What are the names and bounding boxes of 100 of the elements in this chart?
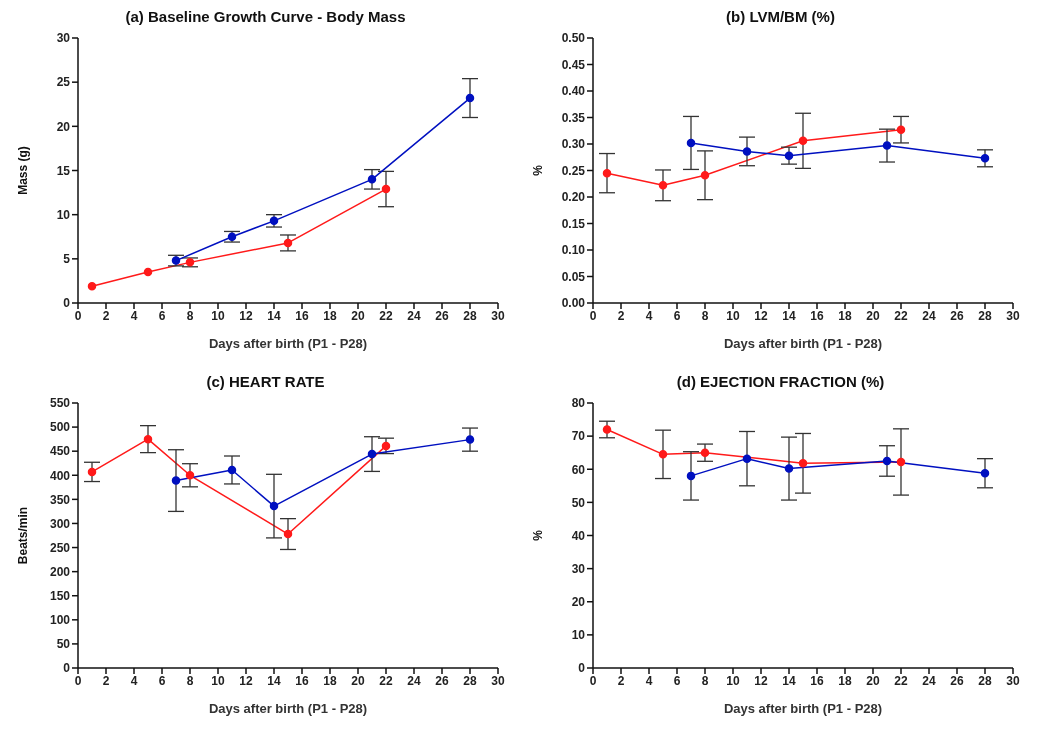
- x-tick-label: 8: [701, 673, 709, 688]
- y-tick-label: 350: [49, 492, 71, 507]
- point: [87, 467, 97, 477]
- x-tick-label: 0: [74, 673, 82, 688]
- point: [798, 136, 808, 146]
- y-axis-title: %: [531, 164, 546, 176]
- y-tick-label: 0.05: [561, 269, 586, 284]
- x-tick-label: 20: [866, 673, 880, 688]
- x-axis-title: Days after birth (P1 - P28): [723, 701, 883, 716]
- point: [658, 181, 668, 190]
- chart-title: (d) EJECTION FRACTION (%): [675, 373, 886, 392]
- y-tick-label: 150: [49, 588, 71, 603]
- point: [171, 256, 181, 265]
- point: [700, 171, 710, 180]
- x-tick-label: 6: [158, 673, 166, 688]
- x-tick-label: 4: [645, 308, 653, 323]
- y-tick-label: 0.40: [561, 84, 586, 99]
- x-tick-label: 12: [239, 673, 253, 688]
- y-tick-label: 100: [49, 613, 71, 628]
- x-tick-label: 26: [950, 673, 964, 688]
- x-tick-label: 22: [894, 308, 908, 323]
- y-tick-label: 0.45: [561, 57, 586, 72]
- x-tick-label: 6: [158, 308, 166, 323]
- x-tick-label: 10: [211, 308, 225, 323]
- point: [896, 125, 906, 134]
- y-tick-label: 5: [63, 252, 71, 267]
- point: [227, 465, 237, 475]
- x-tick-label: 8: [186, 308, 194, 323]
- x-tick-label: 10: [726, 308, 740, 323]
- chart-title: (c) HEART RATE: [205, 373, 326, 392]
- y-tick-label: 0.30: [561, 137, 586, 152]
- x-tick-label: 2: [102, 673, 110, 688]
- x-axis-title: Days after birth (P1 - P28): [208, 336, 368, 351]
- x-tick-label: 22: [379, 308, 393, 323]
- y-tick-label: 0.00: [561, 296, 586, 311]
- x-tick-label: 22: [379, 673, 393, 688]
- y-axis-title: Beats/min: [16, 506, 31, 565]
- x-tick-label: 18: [838, 308, 852, 323]
- x-tick-label: 18: [323, 308, 337, 323]
- x-tick-label: 30: [491, 673, 505, 688]
- x-tick-label: 10: [211, 673, 225, 688]
- chart-title: (b) LVM/BM (%): [725, 8, 836, 27]
- y-tick-label: 0.20: [561, 190, 586, 205]
- y-tick-label: 30: [571, 561, 586, 576]
- x-tick-label: 20: [351, 308, 365, 323]
- point: [143, 267, 153, 277]
- x-tick-label: 6: [673, 308, 681, 323]
- x-tick-label: 4: [130, 308, 138, 323]
- point: [465, 435, 475, 444]
- point: [269, 501, 279, 511]
- x-tick-label: 30: [491, 308, 505, 323]
- x-tick-label: 28: [463, 308, 477, 323]
- point: [185, 471, 195, 480]
- y-tick-label: 80: [571, 396, 586, 411]
- x-tick-label: 12: [754, 673, 768, 688]
- y-axis-title: %: [531, 529, 546, 541]
- y-tick-label: 70: [571, 429, 586, 444]
- x-tick-label: 18: [323, 673, 337, 688]
- x-tick-label: 16: [295, 673, 309, 688]
- y-tick-label: 0.15: [561, 216, 586, 231]
- x-tick-label: 2: [617, 673, 625, 688]
- y-tick-label: 20: [56, 119, 71, 134]
- point: [87, 281, 97, 291]
- point: [980, 154, 990, 163]
- y-tick-label: 300: [49, 516, 71, 531]
- x-tick-label: 14: [267, 673, 281, 688]
- x-tick-label: 26: [435, 673, 449, 688]
- y-tick-label: 0.35: [561, 110, 586, 125]
- y-tick-label: 40: [571, 528, 586, 543]
- x-tick-label: 0: [74, 308, 82, 323]
- point: [367, 449, 377, 459]
- x-tick-label: 8: [701, 308, 709, 323]
- point: [283, 238, 293, 248]
- y-tick-label: 0: [578, 661, 586, 676]
- y-tick-label: 50: [571, 495, 586, 510]
- y-tick-label: 550: [49, 396, 71, 411]
- x-tick-label: 16: [295, 308, 309, 323]
- x-tick-label: 14: [267, 308, 281, 323]
- y-tick-label: 60: [571, 462, 586, 477]
- x-tick-label: 26: [950, 308, 964, 323]
- y-tick-label: 500: [49, 420, 71, 435]
- point: [882, 456, 892, 466]
- chart-title: (a) Baseline Growth Curve - Body Mass: [124, 8, 407, 27]
- x-tick-label: 6: [673, 673, 681, 688]
- point: [171, 476, 181, 485]
- point: [700, 448, 710, 457]
- x-tick-label: 0: [589, 308, 597, 323]
- y-tick-label: 400: [49, 468, 71, 483]
- x-tick-label: 8: [186, 673, 194, 688]
- x-tick-label: 14: [782, 673, 796, 688]
- x-axis-title: Days after birth (P1 - P28): [723, 336, 883, 351]
- y-tick-label: 0.25: [561, 163, 586, 178]
- y-tick-label: 10: [56, 207, 71, 222]
- y-tick-label: 250: [49, 540, 71, 555]
- x-tick-label: 28: [978, 308, 992, 323]
- x-tick-label: 24: [922, 673, 936, 688]
- x-axis-title: Days after birth (P1 - P28): [208, 701, 368, 716]
- point: [381, 184, 391, 194]
- x-tick-label: 20: [351, 673, 365, 688]
- x-tick-label: 12: [239, 308, 253, 323]
